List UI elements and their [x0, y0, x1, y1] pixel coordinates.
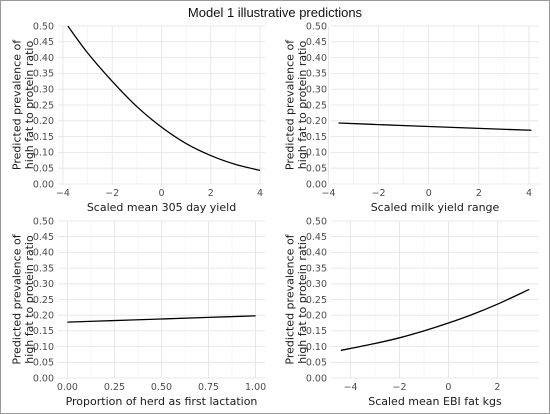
x-tick-label: 2 — [476, 188, 482, 199]
x-tick-label: 0.50 — [151, 382, 172, 393]
x-tick-label: −4 — [344, 382, 358, 393]
x-tick-label: 1.00 — [245, 382, 266, 393]
y-axis-title-line: high fat to protein ratio — [23, 41, 36, 170]
x-tick-label: 0.00 — [57, 382, 78, 393]
y-tick-label: 0.10 — [33, 148, 54, 159]
y-tick-label: 0.20 — [33, 116, 54, 127]
y-tick-label: 0.30 — [306, 279, 327, 290]
chart-panel-4: 0.00 0.05 0.10 0.15 0.20 0.25 0.30 0.35 0.40 0.45… — [283, 216, 539, 408]
prediction-line — [340, 288, 530, 352]
y-tick-label: 0.50 — [33, 21, 54, 32]
y-tick-label: 0.30 — [33, 85, 54, 96]
x-tick-label: −2 — [372, 188, 386, 199]
y-tick-label: 0.35 — [306, 263, 327, 274]
y-axis-title: Predicted prevalence ofhigh fat to prote… — [283, 39, 309, 170]
x-tick-label: 0.25 — [104, 382, 125, 393]
x-tick-label: 4 — [526, 188, 532, 199]
y-tick-label: 0.25 — [306, 100, 327, 111]
x-tick-label: 2 — [208, 188, 214, 199]
x-tick-label: −2 — [393, 382, 407, 393]
prediction-line — [338, 122, 532, 131]
y-tick-label: 0.45 — [306, 232, 327, 243]
y-tick-label: 0.00 — [33, 373, 54, 384]
chart-panel-2: 0.00 0.05 0.10 0.15 0.20 0.25 0.30 0.35 0.40 0.45… — [283, 21, 539, 214]
y-tick-label: 0.20 — [306, 311, 327, 322]
y-axis-title-line: high fat to protein ratio — [296, 41, 309, 170]
x-tick-label: −4 — [56, 188, 70, 199]
y-axis-title-line: high fat to protein ratio — [23, 235, 36, 364]
y-axis-title: Predicted prevalence ofhigh fat to prote… — [283, 233, 309, 364]
y-axis-title: Predicted prevalence ofhigh fat to prote… — [10, 233, 36, 364]
y-tick-label: 0.10 — [306, 148, 327, 159]
y-tick-label: 0.05 — [33, 358, 54, 369]
y-axis-title-line: Predicted prevalence of — [10, 233, 23, 364]
y-axis-title: Predicted prevalence ofhigh fat to prote… — [10, 39, 36, 170]
y-tick-label: 0.50 — [306, 21, 327, 32]
x-axis-title: Scaled milk yield range — [371, 201, 500, 214]
y-tick-label: 0.05 — [306, 358, 327, 369]
y-tick-label: 0.40 — [33, 248, 54, 259]
y-tick-label: 0.35 — [33, 69, 54, 80]
y-tick-label: 0.15 — [33, 326, 54, 337]
x-tick-label: −2 — [105, 188, 119, 199]
y-tick-label: 0.05 — [33, 164, 54, 175]
y-tick-label: 0.15 — [33, 132, 54, 143]
x-tick-label: 0 — [158, 188, 164, 199]
y-tick-label: 0.25 — [33, 295, 54, 306]
y-tick-label: 0.00 — [306, 373, 327, 384]
y-tick-label: 0.40 — [306, 53, 327, 64]
y-tick-label: 0.20 — [33, 311, 54, 322]
y-tick-label: 0.10 — [306, 342, 327, 353]
y-tick-label: 0.15 — [306, 132, 327, 143]
prediction-line — [67, 25, 261, 172]
x-tick-label: 0 — [426, 188, 432, 199]
x-tick-label: −4 — [321, 188, 335, 199]
y-tick-label: 0.50 — [306, 216, 327, 227]
y-tick-label: 0.45 — [33, 232, 54, 243]
x-tick-label: 4 — [257, 188, 263, 199]
chart-panel-3: 0.00 0.05 0.10 0.15 0.20 0.25 0.30 0.35 0.40 0.45… — [10, 216, 266, 408]
y-axis-title-line: Predicted prevalence of — [283, 233, 296, 364]
y-tick-label: 0.30 — [306, 85, 327, 96]
y-axis-title-line: high fat to protein ratio — [296, 235, 309, 364]
y-tick-label: 0.15 — [306, 326, 327, 337]
y-axis-title-line: Predicted prevalence of — [283, 39, 296, 170]
x-tick-label: 2 — [494, 382, 500, 393]
y-tick-label: 0.45 — [306, 37, 327, 48]
y-tick-label: 0.35 — [306, 69, 327, 80]
x-axis-title: Scaled mean EBI fat kgs — [368, 395, 502, 408]
y-tick-label: 0.25 — [306, 295, 327, 306]
y-tick-label: 0.05 — [306, 164, 327, 175]
x-tick-label: 0.75 — [198, 382, 219, 393]
y-tick-label: 0.35 — [33, 263, 54, 274]
y-axis-title-line: Predicted prevalence of — [10, 39, 23, 170]
y-tick-label: 0.30 — [33, 279, 54, 290]
y-tick-label: 0.20 — [306, 116, 327, 127]
y-tick-label: 0.00 — [306, 179, 327, 190]
y-tick-label: 0.45 — [33, 37, 54, 48]
y-tick-label: 0.40 — [33, 53, 54, 64]
y-tick-label: 0.50 — [33, 216, 54, 227]
y-tick-label: 0.10 — [33, 342, 54, 353]
y-tick-label: 0.25 — [33, 100, 54, 111]
x-axis-title: Scaled mean 305 day yield — [87, 201, 236, 214]
x-axis-title: Proportion of herd as first lactation — [66, 395, 258, 408]
y-tick-label: 0.40 — [306, 248, 327, 259]
prediction-line — [67, 315, 256, 323]
chart-panel-1: 0.00 0.05 0.10 0.15 0.20 0.25 0.30 0.35 0.40 0.45… — [10, 21, 265, 214]
x-tick-label: 0 — [445, 382, 451, 393]
y-tick-label: 0.00 — [33, 179, 54, 190]
figure-title: Model 1 illustrative predictions — [187, 5, 363, 20]
